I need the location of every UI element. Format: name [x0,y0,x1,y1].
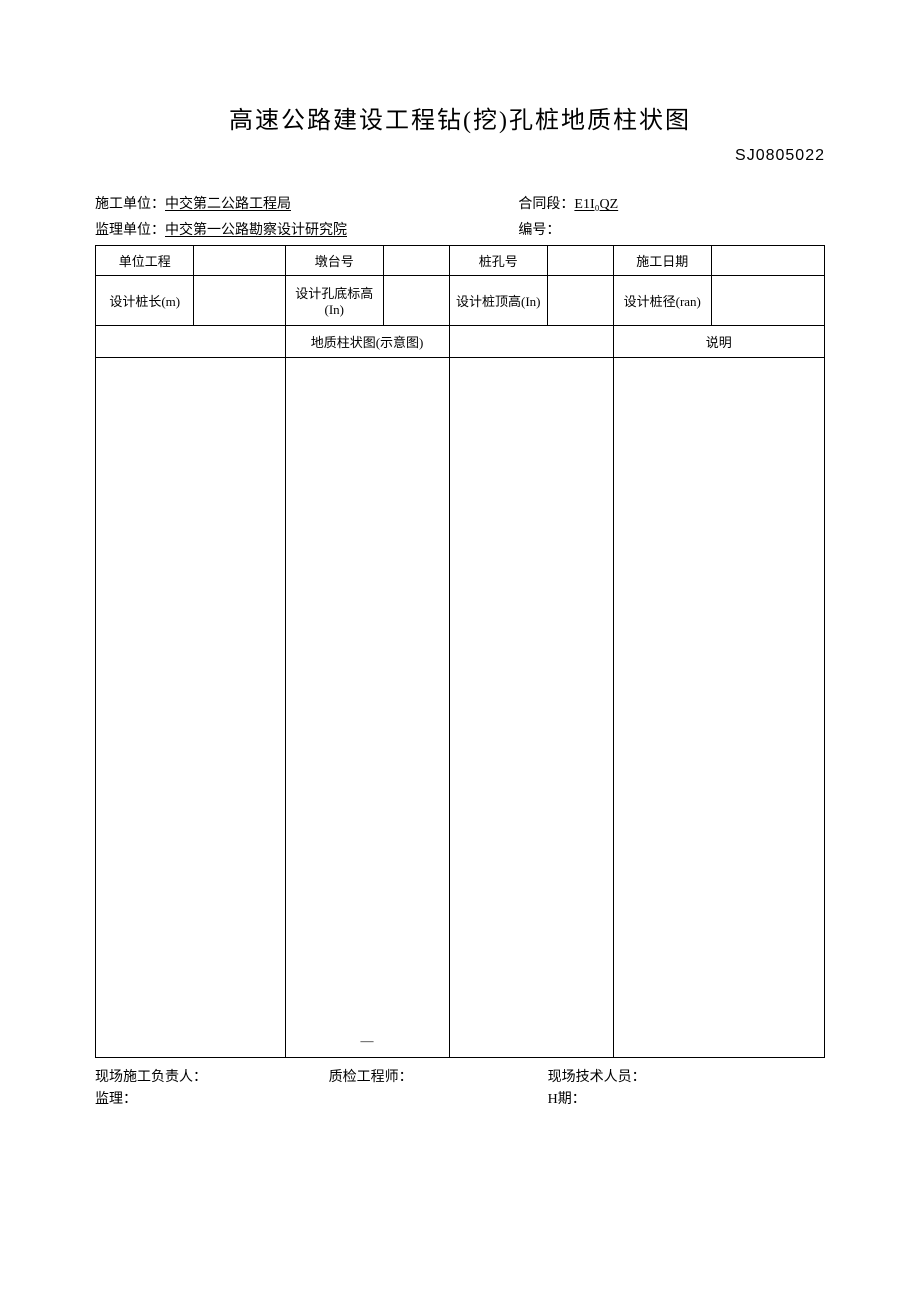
site-tech-label: 现场技术人员： [548,1066,825,1086]
footer: 现场施工负责人： 质检工程师： 现场技术人员： 监理： H期： [95,1066,825,1108]
cell-unit-project-label: 单位工程 [96,246,194,276]
cell-pier-no-label: 墩台号 [285,246,383,276]
cell-design-diameter-value [711,276,824,326]
serial-no-label: 编号： [518,223,560,238]
cell-design-bottom-elev-value [383,276,449,326]
table-row: — [96,358,825,1058]
construction-unit-value: 中交第二公路工程局 [165,197,291,212]
footer-blank [329,1088,548,1108]
document-code: SJ0805022 [95,147,825,165]
supervision-unit-value: 中交第一公路勘察设计研究院 [165,223,347,238]
date-label: H期： [548,1088,825,1108]
cell-body-description [613,358,824,1058]
cell-body-1 [96,358,286,1058]
contract-section-label: 合同段： [518,197,574,212]
cell-body-3 [449,358,613,1058]
cell-column-diagram-label: 地质柱状图(示意图) [285,326,449,358]
table-row: 单位工程 墩台号 桩孔号 施工日期 [96,246,825,276]
cell-design-diameter-label: 设计桩径(ran) [613,276,711,326]
table-row: 地质柱状图(示意图) 说明 [96,326,825,358]
cell-construction-date-value [711,246,824,276]
cell-description-label: 说明 [613,326,824,358]
cell-design-bottom-elev-label: 设计孔底标高(In) [285,276,383,326]
meta-row-2: 监理单位：中交第一公路勘察设计研究院 编号： [95,219,825,239]
cell-pile-hole-no-label: 桩孔号 [449,246,547,276]
cell-pier-no-value [383,246,449,276]
cell-design-pile-length-label: 设计桩长(m) [96,276,194,326]
site-manager-label: 现场施工负责人： [95,1066,329,1086]
contract-section-value: E1I₀QZ [574,197,618,212]
cell-design-top-elev-value [547,276,613,326]
supervision-unit-label: 监理单位： [95,223,165,238]
qc-engineer-label: 质检工程师： [329,1066,548,1086]
cell-body-diagram: — [285,358,449,1058]
construction-unit-label: 施工单位： [95,197,165,212]
supervisor-label: 监理： [95,1088,329,1108]
cell-unit-project-value [194,246,285,276]
page-title: 高速公路建设工程钻(挖)孔桩地质柱状图 [95,100,825,135]
cell-design-pile-length-value [194,276,285,326]
cell-pile-hole-no-value [547,246,613,276]
cell-construction-date-label: 施工日期 [613,246,711,276]
cell-blank-header [96,326,286,358]
cell-blank-header-2 [449,326,613,358]
table-row: 设计桩长(m) 设计孔底标高(In) 设计桩顶高(In) 设计桩径(ran) [96,276,825,326]
cell-design-top-elev-label: 设计桩顶高(In) [449,276,547,326]
main-table: 单位工程 墩台号 桩孔号 施工日期 设计桩长(m) 设计孔底标高(In) 设计桩… [95,245,825,1058]
meta-row-1: 施工单位：中交第二公路工程局 合同段：E1I₀QZ [95,193,825,213]
